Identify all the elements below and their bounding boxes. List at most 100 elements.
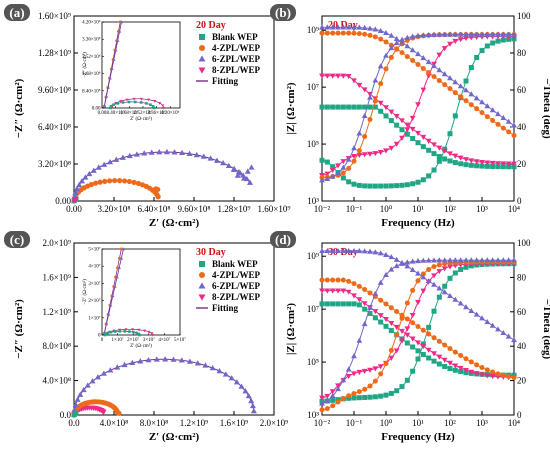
panel-label-b-bg [270,4,296,21]
inset-8-zpl-wep-point [147,98,151,102]
6-zpl-wep-phase-point [324,397,331,403]
6-zpl-wep-phase-point [345,366,352,372]
4-zpl-wep-magnitude-point [383,301,389,307]
8-zpl-wep-phase-point [420,288,427,294]
blank-wep-phase-point [479,48,485,54]
6-zpl-wep-magnitude-point [479,99,485,105]
8-zpl-wep-magnitude-point [335,73,341,79]
y2-tick-label: 20 [517,376,527,386]
6-zpl-wep-point [202,362,209,368]
legend-label-blank-wep: Blank WEP [212,32,258,42]
6-zpl-wep-point [100,370,107,376]
8-zpl-wep-magnitude-point [425,138,432,144]
inset-y-tick-label: 0 [98,334,101,339]
nyquist-panel-c: 0.0 4.0×10⁸ 8.0×10⁸ 1.2×10⁹ 1.6×10⁹ 2.0×10⁹ 0.… [13,238,288,443]
8-zpl-wep-magnitude-point [361,301,368,307]
6-zpl-wep-phase-point [473,257,480,263]
inset-blank-wep-point [123,329,127,333]
6-zpl-wep-phase-point [383,271,389,277]
blank-wep-magnitude-point [506,164,512,170]
6-zpl-wep-magnitude-point [415,270,421,276]
6-zpl-wep-point [121,361,128,368]
y-axis-label: |Z| (Ω·cm²) [285,303,297,355]
x-tick-label: 10² [444,418,456,428]
8-zpl-wep-magnitude-point [420,134,427,141]
4-zpl-wep-magnitude-point [506,374,512,380]
blank-wep-magnitude-point [442,363,448,369]
6-zpl-wep-magnitude-point [319,24,325,30]
4-zpl-wep-magnitude-point [410,58,416,64]
4-zpl-wep-magnitude-point [484,367,490,373]
y-tick-label: 10⁹ [307,25,319,35]
6-zpl-wep-magnitude-point [393,35,400,41]
6-zpl-wep-point [137,358,144,364]
6-zpl-wep-phase-point [329,173,336,179]
6-zpl-wep-phase-point [404,34,411,40]
6-zpl-wep-magnitude-point [383,251,389,257]
4-zpl-wep-phase-point [372,378,378,384]
blank-wep-magnitude-point [335,104,341,110]
4-zpl-wep-magnitude-point [410,320,416,326]
4-zpl-wep-magnitude-point [330,30,336,36]
blank-wep-magnitude-point [415,140,421,146]
4-zpl-wep-magnitude-point [458,352,464,358]
6-zpl-wep-point [82,174,89,180]
legend-label-blank-wep: Blank WEP [212,259,258,269]
8-zpl-wep-magnitude-point [473,371,480,377]
8-zpl-wep-magnitude-point [351,293,357,299]
6-zpl-wep-phase-point [367,304,373,310]
blank-wep-magnitude-point [479,163,485,169]
blank-wep-phase-point [372,394,378,400]
6-zpl-wep-point [178,357,185,363]
y-tick-label: 1.2×10⁹ [43,307,71,317]
4-zpl-wep-magnitude-point [479,365,485,371]
x-tick-label: 1.28×10⁹ [218,204,251,214]
inset-8-zpl-wep-point [151,333,155,337]
4-zpl-wep-magnitude-point [356,31,362,37]
inset-blank-wep-point [151,104,155,108]
blank-wep-magnitude-point [346,104,352,110]
blank-wep-magnitude-point [468,162,474,168]
6-zpl-wep-point [74,396,81,402]
blank-wep-phase-point [452,113,458,119]
y2-axis-label: −Theta (deg) [541,78,550,139]
6-zpl-wep-magnitude-point [367,25,373,31]
6-zpl-wep-magnitude-point [431,63,437,69]
6-zpl-wep-point [84,382,91,388]
6-zpl-wep-phase-point [431,257,437,263]
inset-6-zpl-wep-point [119,256,124,260]
8-zpl-wep-magnitude-point [324,73,331,79]
8-zpl-wep-phase-point [441,266,448,272]
4-zpl-wep-point [97,179,103,185]
8-zpl-wep-magnitude-point [329,288,336,294]
blank-wep-magnitude-point [346,301,352,307]
8-zpl-wep-magnitude-fit [322,75,514,165]
4-zpl-wep-phase-point [319,407,325,413]
blank-wep-magnitude-point [378,108,384,114]
8-zpl-wep-magnitude-point [361,87,368,93]
bode-panel-b: 10⁻² 10⁻¹ 10⁰ 10¹ 10² 10³ 10⁴ 10³ 10⁵ 10⁷ 10⁹ 0 20 40… [285,11,550,229]
blank-wep-magnitude-point [474,163,480,169]
bode-panel-d: 10⁻² 10⁻¹ 10⁰ 10¹ 10² 10³ 10⁴ 10³ 10⁵ 10⁷ 10⁹ 0 20 40… [285,238,550,443]
4-zpl-wep-magnitude-point [495,121,501,127]
y2-axis-label: −Theta (deg) [541,299,550,360]
4-zpl-wep-magnitude-point [442,342,448,348]
6-zpl-wep-magnitude-point [457,300,464,306]
8-zpl-wep-phase-point [404,127,411,133]
8-zpl-wep-phase-point [340,159,347,165]
x-tick-label: 10⁻¹ [346,204,363,214]
blank-wep-phase-point [404,182,410,188]
8-zpl-wep-phase-point [436,269,443,275]
6-zpl-wep-phase-point [319,177,325,183]
6-zpl-wep-point [207,155,214,161]
6-zpl-wep-magnitude-point [335,247,341,254]
plot-frame [73,242,275,416]
8-zpl-wep-phase-point [329,389,336,395]
y-axis-label: −Z″ (Ω·cm²) [13,299,25,359]
4-zpl-wep-phase-point [378,371,384,377]
6-zpl-wep-point [162,356,169,362]
6-zpl-wep-magnitude-point [324,24,331,30]
blank-wep-magnitude-point [356,104,362,110]
4-zpl-wep-magnitude-point [495,371,501,377]
